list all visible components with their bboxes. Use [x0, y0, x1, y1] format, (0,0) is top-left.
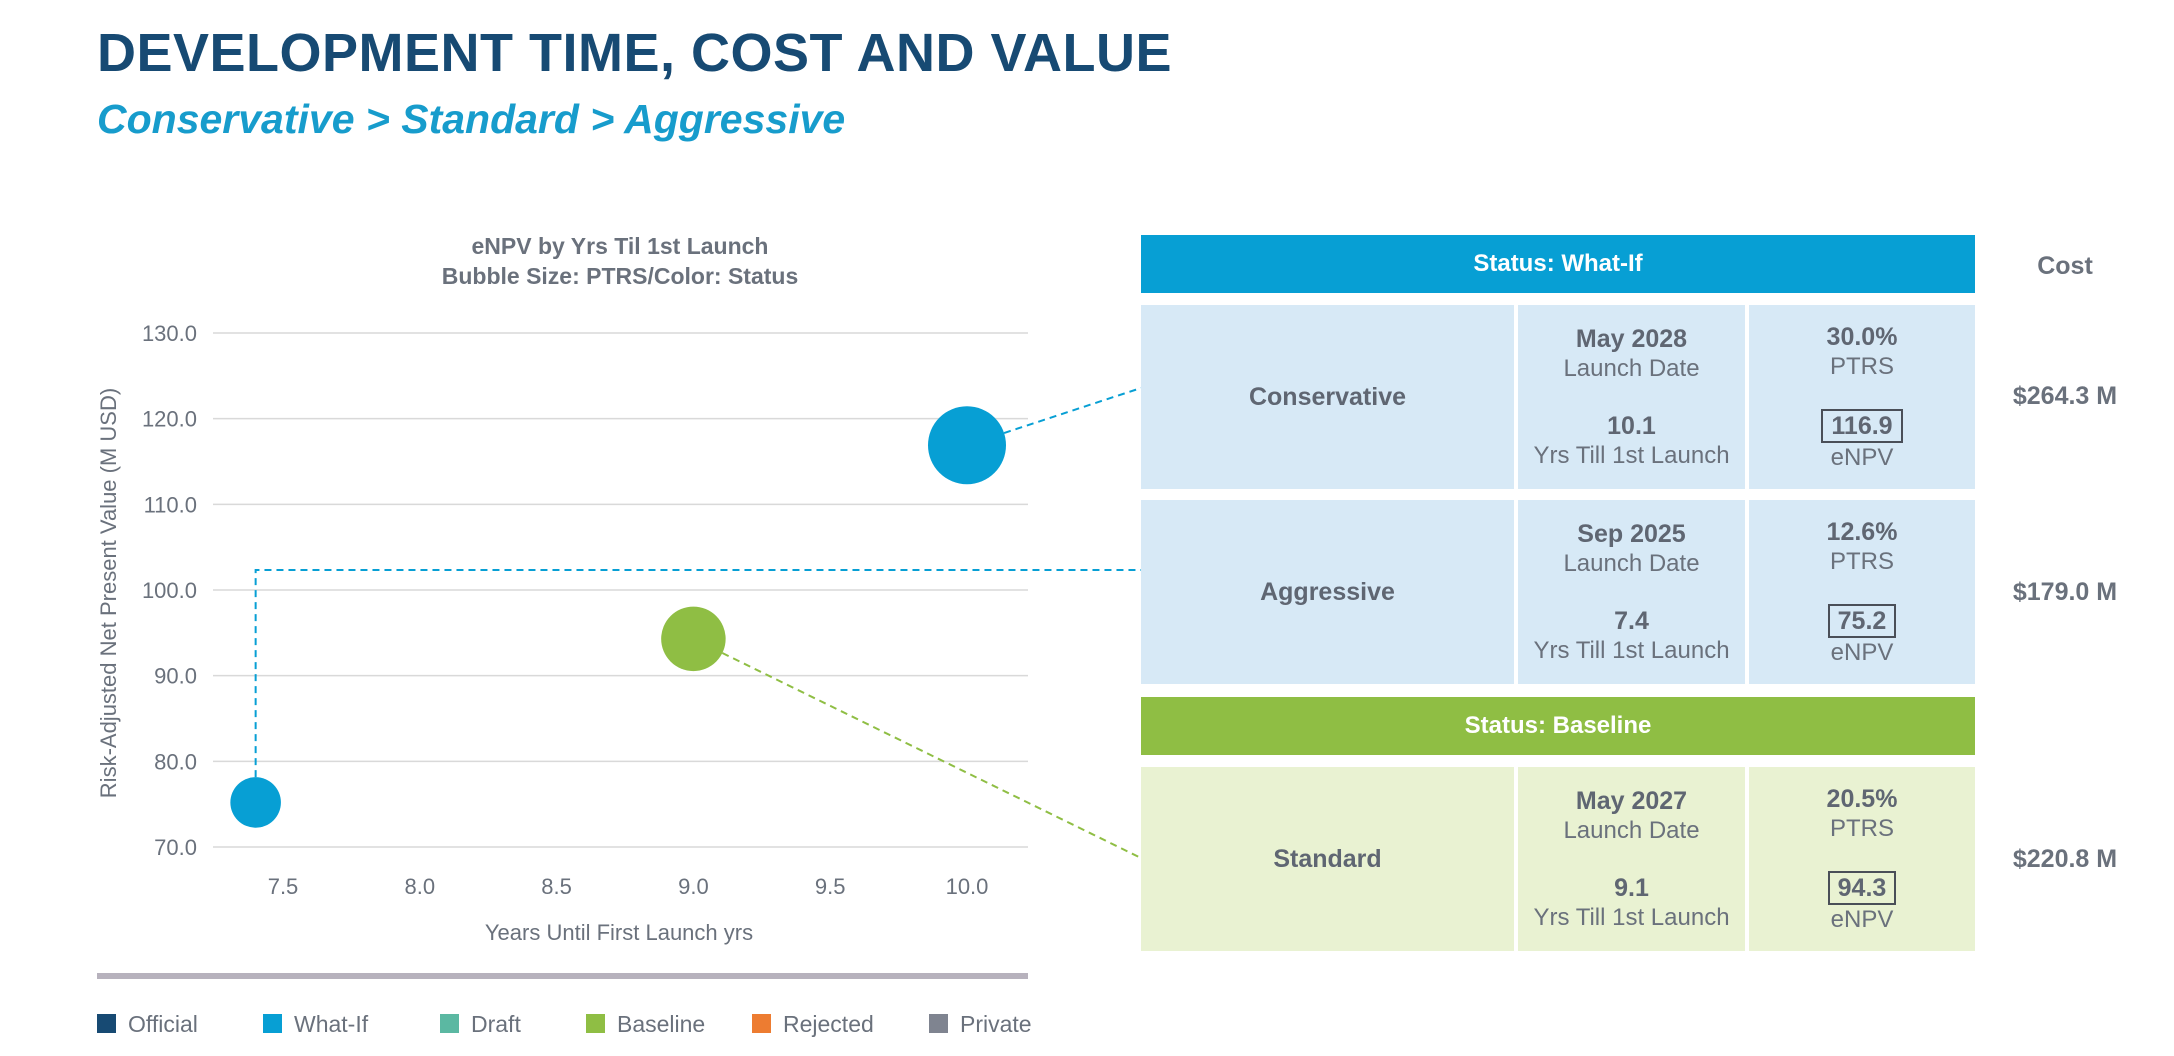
cost-aggressive: $179.0 M [2012, 578, 2118, 606]
y-tick-label: 70.0 [154, 835, 197, 860]
connector-aggressive [254, 569, 1141, 778]
row-dates-aggressive: Sep 2025 Launch Date 7.4 Yrs Till 1st La… [1518, 500, 1745, 684]
launch-date-label: Launch Date [1563, 355, 1700, 382]
page-subtitle: Conservative > Standard > Aggressive [97, 96, 846, 142]
connector-standard [721, 652, 1142, 859]
row-metrics-conservative: 30.0% PTRS 116.9 eNPV [1749, 305, 1975, 489]
legend-swatch [97, 1014, 116, 1033]
legend-label: Official [128, 1011, 198, 1037]
x-tick-label: 9.0 [678, 874, 709, 899]
bubble-aggressive [230, 777, 281, 828]
row-name-standard: Standard [1141, 767, 1514, 951]
connector-conservative [1003, 387, 1142, 434]
legend-swatch [440, 1014, 459, 1033]
legend-label: What-If [294, 1011, 369, 1037]
x-tick-label: 8.0 [405, 874, 436, 899]
x-axis-label: Years Until First Launch yrs [485, 920, 753, 945]
legend-label: Draft [471, 1011, 521, 1037]
enpv-value: 116.9 [1821, 409, 1903, 443]
status-band-baseline: Status: Baseline [1141, 697, 1975, 755]
cost-conservative: $264.3 M [2012, 382, 2118, 410]
ptrs-value: 20.5% [1826, 785, 1898, 813]
x-axis-ticks: 7.5 8.0 8.5 9.0 9.5 10.0 [268, 874, 989, 899]
yrs-label: Yrs Till 1st Launch [1533, 904, 1730, 931]
legend-label: Baseline [617, 1011, 705, 1037]
yrs-label: Yrs Till 1st Launch [1533, 442, 1730, 469]
bubble-standard [661, 606, 726, 672]
cost-header: Cost [2037, 252, 2093, 280]
page-title: DEVELOPMENT TIME, COST AND VALUE [97, 23, 1173, 83]
enpv-label: eNPV [1830, 444, 1894, 471]
bubbles [230, 406, 1006, 828]
launch-date-value: May 2027 [1575, 787, 1688, 815]
legend-swatch [752, 1014, 771, 1033]
yrs-value: 10.1 [1607, 412, 1656, 440]
legend: Official What-If Draft Baseline Rejected Priv… [97, 1011, 1032, 1037]
row-name-aggressive: Aggressive [1141, 500, 1514, 684]
bubble-conservative [928, 406, 1006, 485]
y-tick-label: 80.0 [154, 749, 197, 774]
ptrs-label: PTRS [1829, 353, 1894, 380]
y-tick-label: 90.0 [154, 664, 197, 689]
legend-label: Rejected [783, 1011, 874, 1037]
enpv-value: 94.3 [1827, 871, 1897, 905]
enpv-label: eNPV [1830, 639, 1894, 666]
legend-swatch [586, 1014, 605, 1033]
legend-swatch [929, 1014, 948, 1033]
legend-label: Private [960, 1011, 1032, 1037]
status-band-what-if: Status: What-If [1141, 235, 1975, 293]
y-tick-label: 130.0 [142, 321, 197, 346]
enpv-label: eNPV [1830, 906, 1894, 933]
yrs-value: 7.4 [1614, 607, 1649, 635]
x-tick-label: 9.5 [815, 874, 846, 899]
launch-date-value: Sep 2025 [1577, 520, 1686, 548]
x-tick-label: 10.0 [946, 874, 989, 899]
ptrs-value: 12.6% [1826, 518, 1898, 546]
chart-title: eNPV by Yrs Til 1st Launch [472, 233, 769, 259]
y-tick-label: 120.0 [142, 407, 197, 432]
enpv-value: 75.2 [1827, 604, 1897, 638]
row-dates-conservative: May 2028 Launch Date 10.1 Yrs Till 1st L… [1518, 305, 1745, 489]
x-tick-label: 7.5 [268, 874, 299, 899]
row-dates-standard: May 2027 Launch Date 9.1 Yrs Till 1st La… [1518, 767, 1745, 951]
cost-standard: $220.8 M [2012, 845, 2118, 873]
y-tick-label: 110.0 [144, 492, 197, 517]
legend-swatch [263, 1014, 282, 1033]
y-tick-label: 100.0 [142, 578, 197, 603]
y-axis-ticks: 130.0 120.0 110.0 100.0 90.0 80.0 70.0 [142, 321, 197, 860]
yrs-label: Yrs Till 1st Launch [1533, 637, 1730, 664]
row-metrics-standard: 20.5% PTRS 94.3 eNPV [1749, 767, 1975, 951]
row-metrics-aggressive: 12.6% PTRS 75.2 eNPV [1749, 500, 1975, 684]
launch-date-label: Launch Date [1563, 817, 1700, 844]
ptrs-label: PTRS [1829, 548, 1894, 575]
legend-divider [97, 973, 1028, 979]
x-tick-label: 8.5 [541, 874, 572, 899]
launch-date-label: Launch Date [1563, 550, 1700, 577]
chart-subtitle: Bubble Size: PTRS/Color: Status [442, 263, 799, 289]
gridlines [213, 332, 1028, 848]
row-name-conservative: Conservative [1141, 305, 1514, 489]
ptrs-label: PTRS [1829, 815, 1894, 842]
connectors [254, 387, 1142, 859]
yrs-value: 9.1 [1614, 874, 1649, 902]
y-axis-label: Risk-Adjusted Net Present Value (M USD) [96, 388, 121, 798]
launch-date-value: May 2028 [1575, 325, 1688, 353]
ptrs-value: 30.0% [1826, 323, 1898, 351]
